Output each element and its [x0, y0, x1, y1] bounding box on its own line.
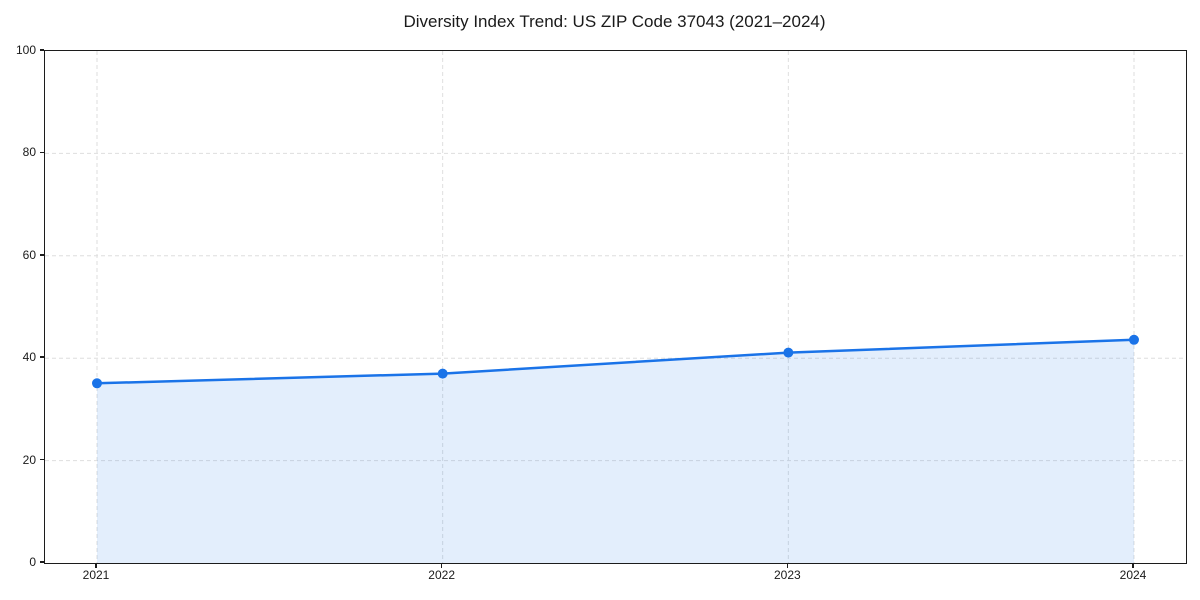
- y-axis-tick-labels: 0 20 40 60 80 100: [0, 43, 36, 569]
- x-tick-label: 2023: [773, 568, 801, 582]
- y-tick-label: 100: [15, 43, 36, 57]
- x-axis-tick-labels: 2021 2022 2023 2024: [44, 568, 1185, 584]
- y-tick-mark: [40, 151, 44, 154]
- y-tick-mark: [40, 49, 44, 51]
- y-tick-mark: [40, 356, 44, 358]
- plot-area: [44, 50, 1187, 564]
- x-tick-mark: [95, 563, 97, 568]
- data-point-marker: [92, 378, 102, 389]
- x-tick-mark: [1132, 563, 1134, 568]
- chart-title: Diversity Index Trend: US ZIP Code 37043…: [403, 12, 826, 31]
- y-tick-mark: [40, 458, 44, 461]
- y-tick-mark: [40, 254, 44, 256]
- data-point-marker: [783, 347, 794, 358]
- x-tick-mark: [786, 563, 789, 568]
- data-point-marker: [1129, 334, 1139, 345]
- x-tick-label: 2024: [1119, 568, 1147, 582]
- data-point-marker: [437, 368, 448, 379]
- x-tick-label: 2021: [82, 568, 110, 582]
- trend-line: [95, 338, 1136, 385]
- y-tick-label: 60: [22, 247, 36, 262]
- y-tick-label: 40: [22, 350, 36, 365]
- trend-chart-svg: [45, 51, 1186, 563]
- x-tick-label: 2022: [428, 568, 456, 582]
- y-tick-label: 0: [29, 555, 36, 569]
- area-fill: [97, 339, 1134, 563]
- x-tick-mark: [440, 563, 443, 568]
- y-tick-mark: [40, 561, 44, 563]
- y-tick-label: 20: [22, 452, 36, 467]
- y-tick-label: 80: [22, 145, 36, 160]
